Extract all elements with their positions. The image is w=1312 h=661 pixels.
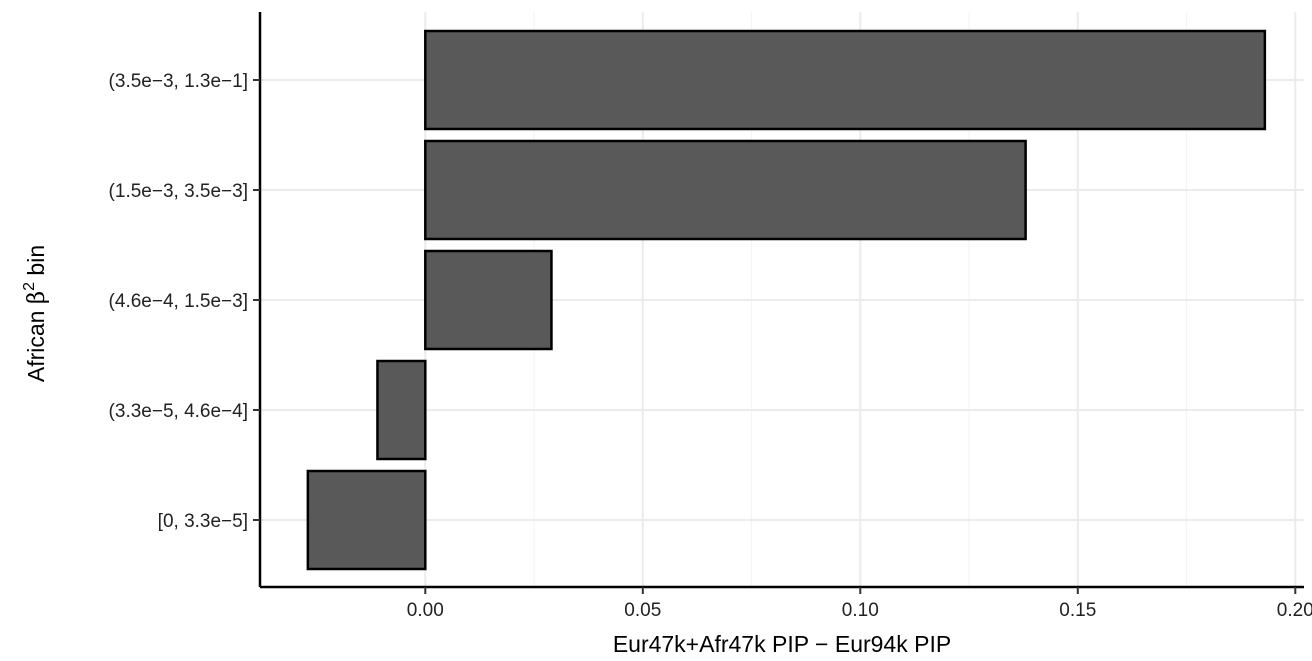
- x-axis-title: Eur47k+Afr47k PIP − Eur94k PIP: [613, 631, 951, 657]
- y-tick-label: [0, 3.3e−5]: [158, 511, 248, 532]
- bar: [424, 249, 553, 351]
- bar: [424, 139, 1027, 241]
- y-tick-label: (1.5e−3, 3.5e−3]: [109, 181, 248, 202]
- x-tick-label: 0.15: [1059, 600, 1096, 621]
- y-axis-title-suffix: bin: [23, 245, 49, 282]
- y-axis-title: African β2 bin: [21, 245, 50, 382]
- y-tick-label: (3.3e−5, 4.6e−4]: [109, 401, 248, 422]
- x-tick-label: 0.00: [407, 600, 444, 621]
- y-axis-title-superscript: 2: [21, 282, 38, 291]
- bar: [424, 29, 1267, 131]
- bar: [306, 469, 427, 571]
- ticks: 0.00 0.05 0.10 0.15 0.20 [0, 3.3e−5] (3.3e−5, …: [109, 71, 1312, 621]
- x-tick-label: 0.20: [1277, 600, 1312, 621]
- y-axis-title-prefix: African: [23, 304, 49, 382]
- y-tick-label: (4.6e−4, 1.5e−3]: [109, 291, 248, 312]
- x-tick-label: 0.10: [842, 600, 879, 621]
- y-tick-label: (3.5e−3, 1.3e−1]: [109, 71, 248, 92]
- x-tick-label: 0.05: [624, 600, 661, 621]
- bar: [376, 359, 427, 461]
- bars: [306, 29, 1267, 571]
- y-axis-title-beta: β: [24, 291, 50, 304]
